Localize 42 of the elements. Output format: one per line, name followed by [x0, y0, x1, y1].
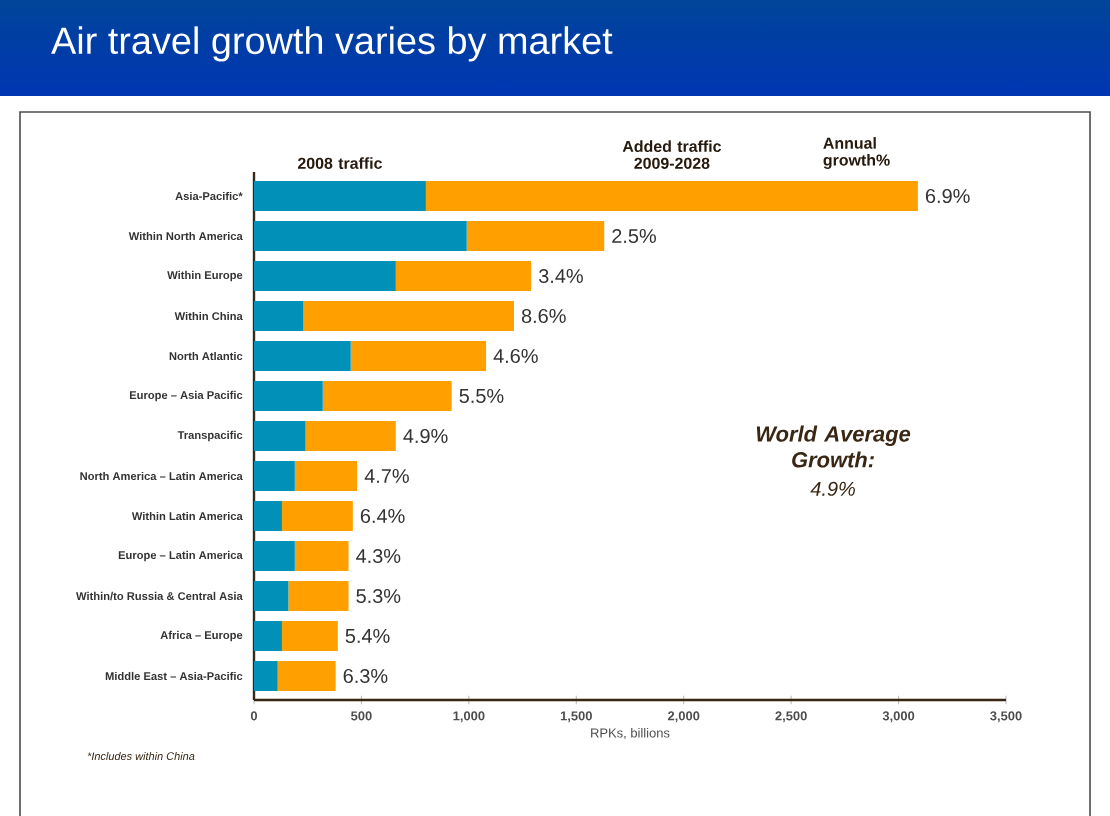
bar — [466, 220, 605, 251]
bar — [254, 341, 351, 371]
bar — [254, 621, 282, 651]
bar — [294, 541, 349, 571]
annotation: 6.3% — [343, 668, 388, 684]
bar — [395, 260, 532, 291]
bar — [254, 220, 467, 251]
bar — [254, 381, 323, 411]
bar — [254, 421, 306, 451]
bar — [254, 501, 282, 531]
bar — [303, 301, 514, 331]
bar — [425, 180, 918, 211]
annotation: 4.9% — [810, 481, 855, 496]
bar — [254, 541, 295, 571]
bar — [254, 661, 278, 691]
annotation: 6.9% — [925, 188, 970, 204]
annotation: 6.4% — [360, 508, 405, 524]
annotation: 8.6% — [521, 308, 566, 324]
annotation: 4.7% — [364, 469, 409, 483]
annotation: 4.9% — [403, 428, 448, 444]
bar — [254, 581, 289, 611]
bar — [254, 461, 295, 491]
bar — [281, 621, 338, 651]
bar — [254, 301, 304, 331]
bar — [322, 381, 452, 411]
bar — [254, 260, 396, 291]
bar — [288, 581, 349, 611]
bar — [277, 661, 336, 691]
annotation: 3.4% — [538, 268, 583, 284]
bar — [294, 461, 358, 491]
bar — [305, 421, 396, 451]
annotation: 4.6% — [493, 348, 538, 364]
bar — [350, 341, 487, 371]
chart-title: Air travel growth varies by market — [51, 26, 613, 62]
annotation: 5.3% — [356, 588, 401, 604]
annotation: 5.5% — [459, 388, 504, 403]
bar — [281, 501, 353, 531]
bar — [254, 180, 426, 211]
annotation: World Average Growth: — [756, 425, 911, 468]
annotation: 5.4% — [345, 628, 390, 643]
annotation: 2.5% — [612, 228, 656, 244]
annotation: 4.3% — [356, 548, 401, 564]
